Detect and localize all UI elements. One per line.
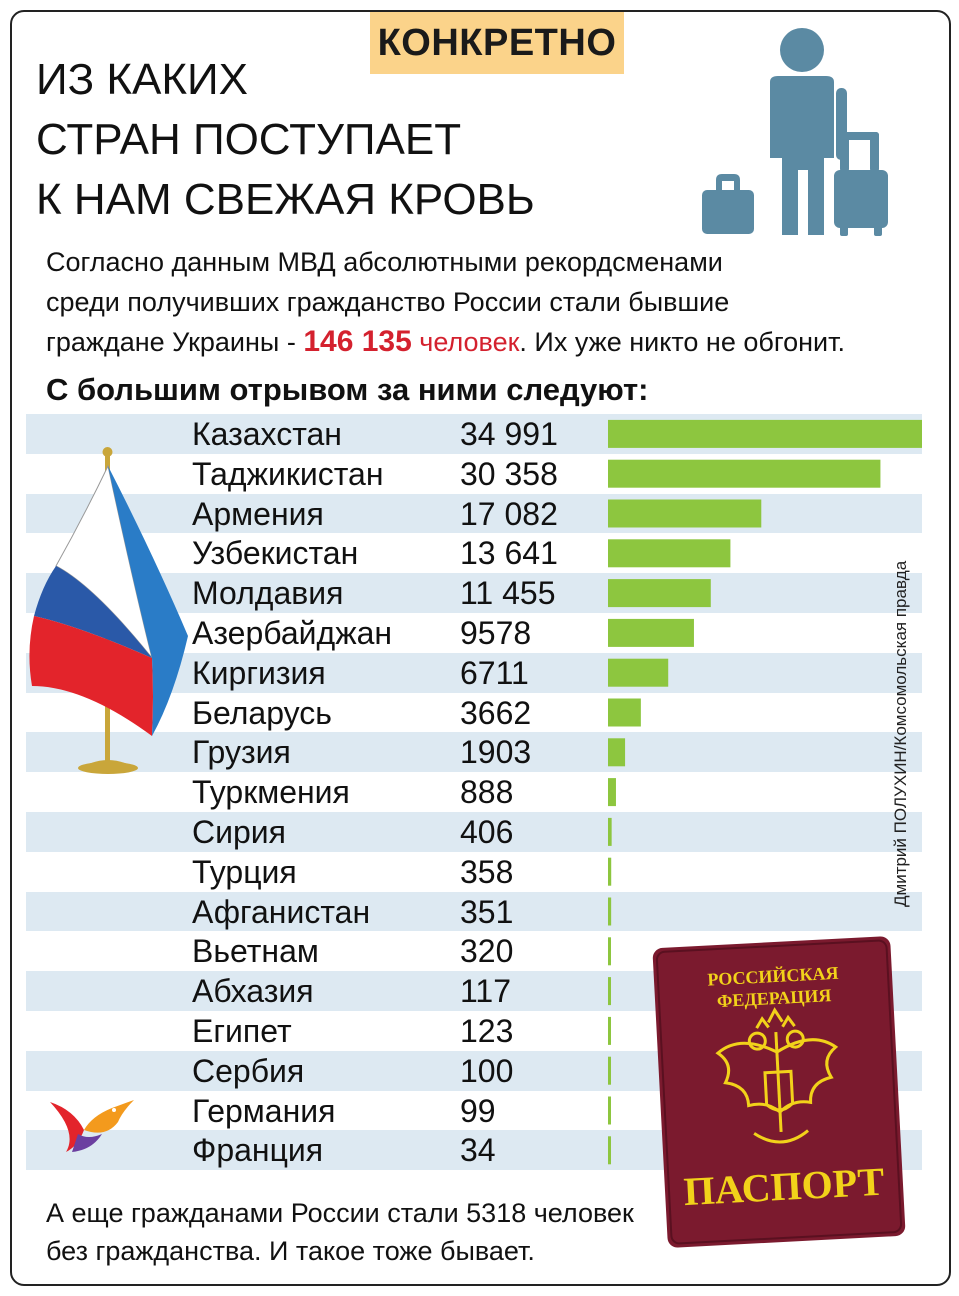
table-row: Грузия 1903 (26, 732, 922, 773)
value-label: 9578 (460, 614, 532, 651)
table-row: Афганистан 351 (26, 891, 922, 932)
country-label: Азербайджан (192, 614, 393, 651)
country-label: Киргизия (192, 654, 326, 691)
intro-line-3-start: граждане Украины - (46, 327, 304, 357)
country-label: Франция (192, 1132, 324, 1169)
table-row: Таджикистан 30 358 (26, 454, 922, 494)
country-label: Армения (192, 495, 324, 532)
value-label: 117 (460, 973, 512, 1010)
value-label: 351 (460, 893, 514, 930)
footer-line-2: без гражданства. И такое тоже бывает. (46, 1236, 535, 1266)
country-label: Вьетнам (192, 933, 319, 970)
table-row: Сирия 406 (26, 811, 922, 852)
intro-line-3-end: . Их уже никто не обгонит. (519, 327, 845, 357)
table-row: Узбекистан 13 641 (26, 533, 922, 573)
traveler-with-luggage-icon (702, 28, 888, 236)
value-label: 3662 (460, 694, 532, 731)
value-label: 6711 (460, 654, 529, 691)
headline: ИЗ КАКИХ СТРАН ПОСТУПАЕТ К НАМ СВЕЖАЯ КР… (36, 50, 535, 230)
headline-line-1: ИЗ КАКИХ (36, 55, 249, 104)
value-label: 1903 (460, 734, 532, 771)
country-label: Германия (192, 1092, 336, 1129)
country-label: Беларусь (192, 694, 332, 731)
photo-credit: Дмитрий ПОЛУХИН/Комсомольская правда (891, 560, 910, 907)
passport-label: ПАСПОРТ (683, 1159, 886, 1214)
section-tag: КОНКРЕТНО (370, 12, 624, 74)
country-label: Молдавия (192, 575, 344, 612)
intro-line-1: Согласно данным МВД абсолютными рекордсм… (46, 247, 723, 277)
value-label: 30 358 (460, 455, 558, 492)
table-row: Беларусь 3662 (26, 693, 922, 733)
value-label: 99 (460, 1092, 496, 1129)
value-label: 34 991 (460, 416, 558, 452)
credit-text: Дмитрий ПОЛУХИН/Комсомольская правда (891, 560, 910, 907)
country-label: Таджикистан (192, 455, 384, 492)
value-label: 17 082 (460, 495, 558, 532)
country-label: Туркмения (192, 774, 350, 811)
table-row: Турция 358 (26, 852, 922, 892)
ukraine-unit: человек (411, 327, 520, 357)
value-label: 34 (460, 1132, 496, 1169)
infographic-frame: КОНКРЕТНО ИЗ КАКИХ СТРАН ПОСТУПАЕТ К НАМ… (10, 10, 951, 1286)
table-row: Туркмения 888 (26, 772, 922, 812)
table-row: Азербайджан 9578 (26, 613, 922, 653)
value-label: 888 (460, 774, 514, 811)
table-row: Египет 123 (26, 1011, 922, 1051)
footer-text: А еще гражданами России стали 5318 челов… (46, 1194, 646, 1270)
table-row: Армения 17 082 (26, 493, 922, 534)
country-label: Афганистан (192, 893, 371, 930)
headline-line-2: СТРАН ПОСТУПАЕТ (36, 115, 462, 164)
country-label: Египет (192, 1012, 292, 1049)
table-row: Молдавия 11 455 (26, 573, 922, 613)
value-label: 100 (460, 1052, 514, 1089)
value-label: 13 641 (460, 535, 558, 572)
value-label: 320 (460, 933, 514, 970)
country-label: Казахстан (192, 416, 342, 452)
value-label: 11 455 (460, 575, 556, 612)
country-label: Сербия (192, 1052, 305, 1089)
headline-line-3: К НАМ СВЕЖАЯ КРОВЬ (36, 175, 535, 224)
ukraine-value: 146 135 (303, 325, 412, 358)
intro-line-3: граждане Украины - 146 135 человек. Их у… (46, 322, 926, 362)
intro-line-2: среди получивших гражданство России стал… (46, 287, 730, 317)
bird-logo-icon (50, 1100, 134, 1152)
country-label: Абхазия (192, 973, 314, 1010)
intro-text: Согласно данным МВД абсолютными рекордсм… (46, 242, 926, 362)
passport-icon: РОССИЙСКАЯ ФЕДЕРАЦИЯ ПАСПОРТ (652, 936, 906, 1248)
table-row: Германия 99 (26, 1091, 922, 1131)
russian-flag-icon (29, 447, 188, 774)
country-label: Сирия (192, 813, 286, 850)
country-label: Узбекистан (192, 535, 359, 572)
value-label: 358 (460, 853, 514, 890)
table-row: Вьетнам 320 (26, 931, 922, 971)
value-label: 123 (460, 1012, 514, 1049)
country-label: Турция (192, 853, 297, 890)
chart-subheading: С большим отрывом за ними следуют: (46, 372, 649, 407)
double-headed-eagle-icon (715, 1007, 839, 1144)
footer-line-1: А еще гражданами России стали 5318 челов… (46, 1198, 634, 1228)
value-label: 406 (460, 813, 514, 850)
country-label: Грузия (192, 734, 291, 771)
